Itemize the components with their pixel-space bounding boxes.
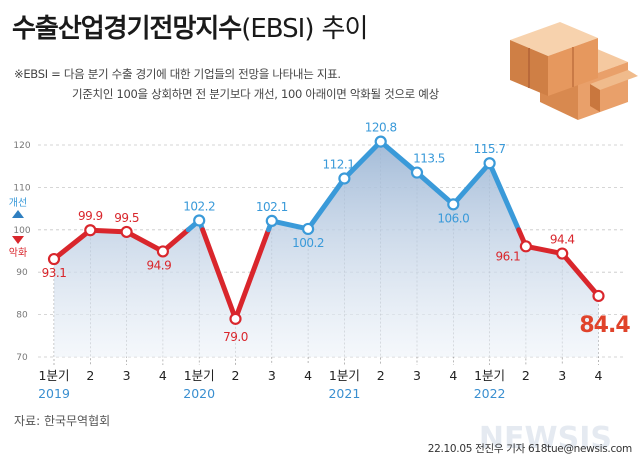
data-point: [447, 198, 460, 211]
value-label: 93.1: [42, 266, 67, 280]
boxes-illustration: [510, 22, 638, 120]
line-segment: [414, 170, 456, 207]
x-tick-label: 3: [413, 368, 421, 383]
x-tick-label: 4: [304, 368, 312, 383]
line-segment: [559, 251, 601, 299]
value-label: 115.7: [474, 142, 506, 156]
value-label: 84.4: [579, 313, 630, 338]
value-label: 102.1: [256, 200, 288, 214]
credit-line: 22.10.05 전진우 기자 618tue@newsis.com: [427, 443, 633, 455]
y-tick-label: 100: [13, 226, 30, 236]
x-tick-label: 1분기: [329, 368, 360, 383]
line-segment: [341, 139, 384, 181]
value-label: 96.1: [496, 249, 521, 263]
data-point: [302, 222, 315, 236]
page-title: 수출산업경기전망지수(EBSI) 추이: [12, 8, 369, 45]
data-point: [410, 166, 424, 179]
x-tick-label: 4: [159, 368, 167, 383]
value-label: 120.8: [365, 121, 397, 135]
line-segment: [200, 227, 238, 322]
x-tick-label: 4: [595, 368, 603, 383]
title-paren: (EBSI): [241, 14, 314, 44]
x-tick-label: 1분기: [184, 368, 215, 383]
data-point: [156, 245, 169, 258]
line-segment: [233, 227, 271, 322]
y-tick-label: 80: [16, 311, 28, 321]
down-triangle-icon: [12, 236, 24, 244]
x-tick-label: 1분기: [39, 368, 70, 383]
value-label: 99.9: [78, 209, 103, 223]
data-point: [229, 312, 242, 325]
y-tick-label: 120: [13, 141, 30, 151]
data-point: [84, 224, 97, 237]
value-label: 106.0: [437, 211, 469, 225]
title-tail: 추이: [321, 14, 369, 44]
x-tick-label: 2: [377, 368, 385, 383]
note-line-1: ※EBSI = 다음 분기 수출 경기에 대한 기업들의 전망을 나타내는 지표…: [14, 67, 341, 81]
line-segment: [51, 227, 93, 262]
value-label: 100.2: [292, 236, 324, 250]
year-label: 2019: [38, 386, 70, 401]
line-segment: [450, 160, 493, 207]
data-point: [120, 225, 133, 239]
y-tick-label: 70: [16, 353, 28, 363]
line-segment: [269, 218, 311, 232]
data-point: [374, 135, 387, 148]
up-triangle-icon: [12, 210, 24, 218]
data-point: [338, 172, 351, 185]
source-note: 자료: 한국무역협회: [14, 414, 111, 428]
x-tick-label: 2: [86, 368, 94, 383]
watermark: NEWSIS: [479, 421, 612, 456]
y-tick-label: 90: [16, 268, 28, 278]
x-tick-label: 2: [522, 368, 530, 383]
data-point: [519, 240, 533, 253]
note-line-2: 기준치인 100을 상회하면 전 분기보다 개선, 100 아래이면 악화될 것…: [72, 87, 439, 101]
x-tick-label: 3: [123, 368, 131, 383]
line-segment: [523, 243, 565, 257]
year-label: 2022: [474, 386, 506, 401]
value-label: 79.0: [223, 330, 248, 344]
value-label: 94.9: [147, 258, 172, 272]
x-tick-label: 3: [558, 368, 566, 383]
value-label: 102.2: [183, 199, 215, 213]
data-point: [265, 214, 278, 227]
data-point: [47, 252, 61, 266]
line-segment: [124, 229, 166, 254]
x-tick-label: 2: [232, 368, 240, 383]
y-tick-label: 110: [13, 183, 30, 193]
value-labels: 93.1 99.9 99.5 94.9 102.2 79.0 102.1 100.2 112.1…: [42, 121, 632, 344]
data-point: [483, 157, 496, 170]
line-segment: [305, 175, 347, 232]
x-tick-label: 1분기: [474, 368, 505, 383]
x-tick-label: 3: [268, 368, 276, 383]
year-label: 2020: [183, 386, 215, 401]
legend: 개선 악화: [9, 197, 27, 259]
value-label: 113.5: [413, 152, 445, 166]
data-points: [47, 135, 605, 325]
year-labels: 2019 2020 2021 2022: [38, 386, 505, 401]
line-segment: [378, 139, 420, 176]
value-label: 99.5: [114, 211, 139, 225]
y-axis-ticks: 70 80 90 100 110 120: [13, 141, 30, 363]
value-label: 94.4: [550, 233, 575, 247]
value-label: 112.1: [322, 157, 354, 171]
x-axis-labels: 1분기 2 3 4 1분기 2 3 4 1분기 2 3 4 1분기 2 3 4: [39, 368, 603, 383]
legend-down-label: 악화: [9, 247, 27, 259]
data-point: [592, 289, 605, 303]
year-label: 2021: [328, 386, 360, 401]
legend-up-label: 개선: [9, 197, 27, 209]
data-point: [556, 247, 569, 260]
x-tick-label: 4: [449, 368, 457, 383]
line-segment: [487, 160, 522, 233]
data-point: [193, 214, 206, 227]
title-main: 수출산업경기전망지수: [12, 14, 242, 44]
